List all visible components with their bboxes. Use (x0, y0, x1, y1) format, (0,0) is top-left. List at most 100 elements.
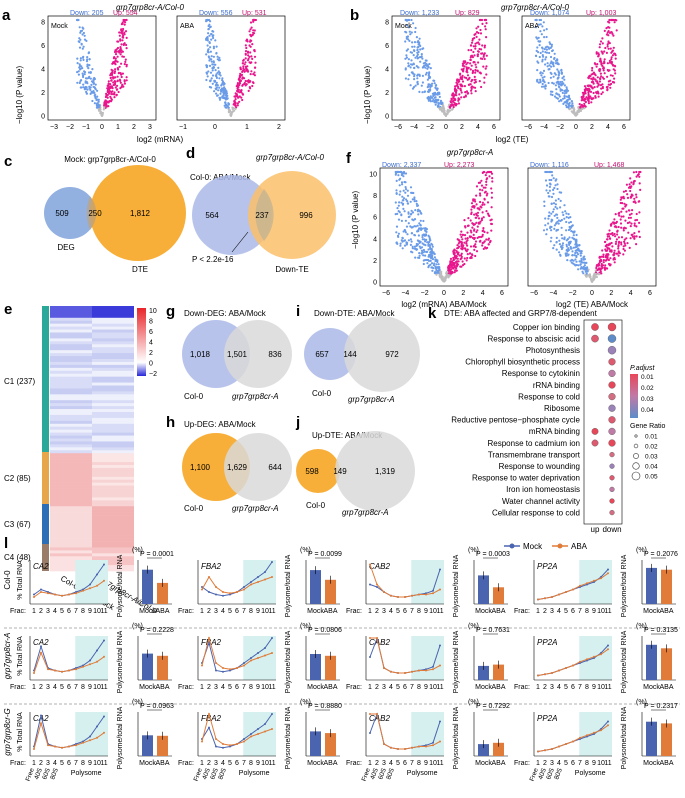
volcano-b-mock-point (484, 28, 487, 31)
profile-point (551, 748, 553, 750)
volcano-a-aba-point (238, 82, 241, 85)
volcano-f-mrna-point (466, 239, 469, 242)
volcano-a-aba-point (244, 57, 247, 60)
volcano-f-mrna-point (447, 274, 451, 277)
volcano-b-aba-point (609, 86, 612, 89)
volcano-f-mrna-point (401, 203, 404, 206)
volcano-b-mock-point (469, 44, 473, 47)
heatmap-cell (50, 341, 92, 345)
volcano-a-mock-point (120, 28, 123, 31)
heatmap-cell (92, 532, 134, 536)
volcano-f-te-point (632, 171, 636, 174)
volcano-b-mock-point (410, 71, 413, 74)
x-tick-label: −6 (394, 124, 402, 131)
volcano-b-aba-point (540, 74, 543, 77)
volcano-f-mrna-point (481, 229, 484, 233)
volcano-f-mrna-point (486, 177, 489, 180)
frac-number: 5 (60, 684, 64, 691)
volcano-f-mrna-point (482, 227, 485, 230)
heatmap-cell (92, 338, 134, 342)
volcano-f-mrna-point (475, 212, 478, 215)
gene-ratio-tick: 0.02 (645, 444, 658, 451)
frac-number: 7 (74, 684, 78, 691)
p-value: P = 0.7292 (476, 703, 510, 710)
volcano-f-te-point (542, 229, 546, 232)
volcano-b-mock-point (475, 30, 479, 34)
volcano-f-te-point (617, 250, 620, 253)
volcano-b-aba-point (548, 68, 551, 71)
volcano-f-te-point (614, 242, 618, 245)
frac-number: 9 (592, 608, 596, 615)
heatmap-cell (50, 412, 92, 416)
volcano-f-mrna-point (473, 223, 476, 226)
volcano-b-mock-cond: Mock (395, 23, 412, 30)
volcano-b-mock-point (459, 89, 462, 92)
volcano-b-aba-point (560, 72, 564, 75)
volcano-a-aba-point (211, 82, 214, 85)
volcano-f-te-point (613, 218, 616, 221)
x-tick-label: 1 (245, 124, 249, 131)
heatmap-cell (92, 347, 134, 351)
profile-point (243, 586, 245, 588)
volcano-f-te-point (628, 221, 631, 224)
profile-point (565, 591, 567, 593)
volcano-f-mrna-point (475, 230, 478, 234)
volcano-a-mock-point (85, 39, 88, 43)
volcano-a-mock-point (97, 109, 101, 112)
profile-point (264, 571, 266, 573)
volcano-f-mrna-point (470, 208, 473, 211)
volcano-a-mock-point (91, 68, 94, 71)
volcano-a-aba-point (210, 32, 213, 36)
volcano-f-te-point (551, 219, 554, 222)
volcano-a-mock-point (119, 53, 122, 56)
volcano-f-te-point (550, 178, 553, 182)
volcano-f-te-point (597, 263, 601, 267)
volcano-b-aba-point (541, 50, 544, 53)
volcano-f-mrna-point (470, 235, 473, 238)
polysome-region (579, 712, 612, 756)
profile-point (47, 668, 49, 671)
profile-point (54, 669, 56, 672)
volcano-b-mock-point (429, 67, 432, 70)
volcano-f-mrna-point (419, 219, 422, 222)
volcano-f-mrna-point (436, 259, 439, 262)
volcano-a-mock-down: Down: 205 (70, 10, 104, 17)
volcano-b-mock-point (483, 46, 486, 49)
volcano-f-te-point (617, 241, 621, 244)
profile-point (75, 592, 77, 595)
volcano-b-mock-point (465, 76, 468, 80)
profile-point (579, 660, 581, 663)
frac-number: 5 (564, 608, 568, 615)
volcano-b-aba-point (565, 86, 568, 89)
volcano-b-mock-point (418, 73, 421, 76)
volcano-b-mock-points (404, 18, 488, 117)
genotype-label: grp7grp8cr-G (3, 708, 12, 755)
volcano-f-te-point (543, 200, 546, 203)
volcano-a-aba-point (211, 67, 214, 70)
volcano-b-mock-point (407, 38, 410, 41)
volcano-f-te-point (613, 232, 616, 236)
volcano-b-mock-point (418, 37, 421, 40)
volcano-b-mock-point (470, 92, 473, 95)
profile-point (96, 725, 98, 728)
volcano-f-te-point (556, 220, 559, 223)
volcano-b-aba-point (535, 26, 538, 29)
profile-point (250, 735, 252, 738)
y-tick-label: 4 (41, 67, 45, 74)
volcano-f-mrna-point (431, 258, 435, 261)
volcano-f-mrna-point (448, 269, 451, 272)
volcano-a-mock-point (79, 31, 82, 34)
volcano-f-mrna-point (429, 259, 432, 262)
volcano-f-mrna-point (429, 251, 432, 254)
profile-point (250, 657, 252, 659)
volcano-f-te-point (575, 245, 578, 248)
volcano-b-aba-point (606, 62, 610, 65)
volcano-a-aba-point (252, 18, 255, 22)
profile-point (250, 659, 252, 662)
volcano-f-mrna-point (485, 171, 488, 174)
volcano-b-aba-point (603, 61, 606, 64)
volcano-f-mrna-point (470, 256, 473, 259)
volcano-b-aba-point (587, 76, 590, 79)
volcano-a-mock-point (116, 75, 119, 78)
